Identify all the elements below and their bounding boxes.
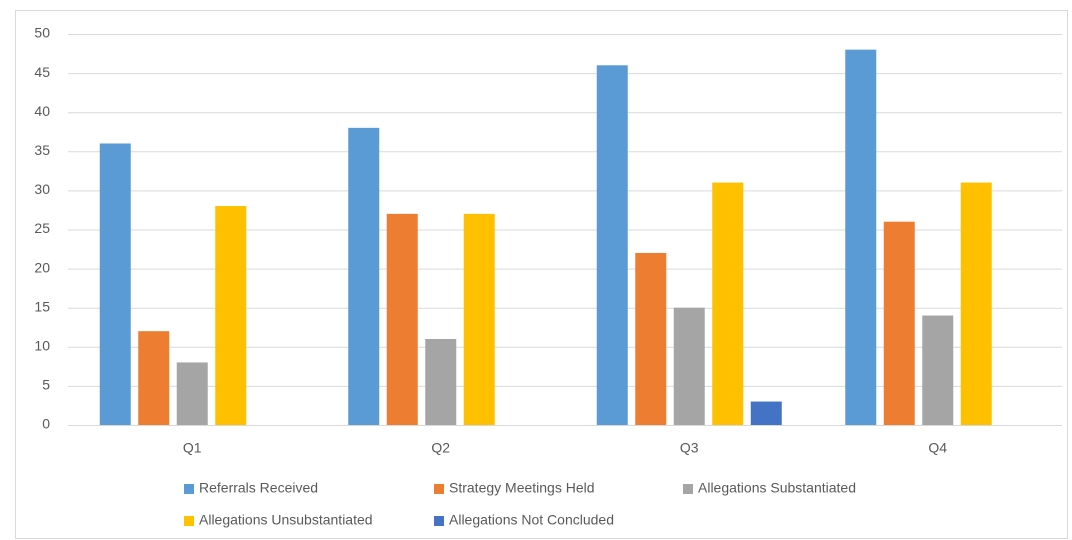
- legend-label: Allegations Not Concluded: [449, 512, 614, 528]
- x-tick-label: Q3: [680, 440, 699, 456]
- y-tick-label: 0: [42, 416, 50, 432]
- bar: [386, 213, 418, 425]
- bar: [922, 315, 954, 425]
- bar: [883, 221, 915, 425]
- y-tick-label: 50: [34, 25, 50, 41]
- legend-swatch: [184, 516, 194, 526]
- bar: [712, 182, 744, 425]
- x-tick-label: Q4: [928, 440, 947, 456]
- y-tick-label: 35: [34, 142, 50, 158]
- bar: [635, 252, 667, 425]
- legend-swatch: [683, 484, 693, 494]
- bar: [138, 331, 170, 425]
- bar: [463, 213, 495, 425]
- y-tick-label: 45: [34, 64, 50, 80]
- bar: [845, 49, 877, 425]
- bar: [176, 362, 208, 425]
- y-tick-label: 10: [34, 338, 50, 354]
- bar: [215, 206, 247, 425]
- y-tick-label: 20: [34, 259, 50, 275]
- bar: [960, 182, 992, 425]
- y-tick-label: 15: [34, 298, 50, 314]
- bar: [99, 143, 131, 426]
- y-tick-label: 25: [34, 220, 50, 236]
- bar: [596, 65, 628, 425]
- bar: [348, 127, 380, 425]
- legend-label: Allegations Substantiated: [698, 480, 856, 496]
- x-tick-label: Q2: [431, 440, 450, 456]
- bar: [425, 338, 457, 425]
- legend-label: Allegations Unsubstantiated: [199, 512, 373, 528]
- y-tick-label: 40: [34, 103, 50, 119]
- y-tick-label: 5: [42, 377, 50, 393]
- y-tick-label: 30: [34, 181, 50, 197]
- legend-swatch: [434, 484, 444, 494]
- bar: [750, 401, 782, 425]
- legend-label: Referrals Received: [199, 480, 318, 496]
- legend-label: Strategy Meetings Held: [449, 480, 595, 496]
- x-tick-label: Q1: [183, 440, 202, 456]
- bar: [673, 307, 705, 425]
- legend-swatch: [434, 516, 444, 526]
- legend-swatch: [184, 484, 194, 494]
